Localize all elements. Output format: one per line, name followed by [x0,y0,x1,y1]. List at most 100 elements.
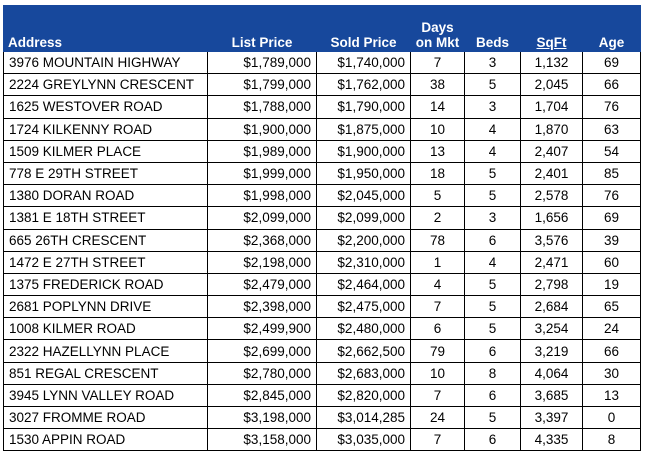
table-cell: $2,820,000 [316,383,411,408]
table-cell: 3 [464,50,521,75]
header-cell: Beds [464,5,521,52]
table-cell: $2,099,000 [207,206,317,230]
table-cell: 1381 E 18TH STREET [3,206,208,230]
table-cell: 3,397 [520,405,583,430]
table-row: 1380 DORAN ROAD $1,998,000 $2,045,000 5 5 2,5… [3,184,641,208]
table-cell: 63 [582,117,641,141]
table-cell: $1,950,000 [316,161,411,186]
table-cell: $2,499,900 [207,317,317,341]
table-cell: 2,045 [520,73,583,97]
table-cell: $1,900,000 [316,139,411,163]
table-cell: $3,158,000 [207,428,317,452]
table-cell: 3027 FROMME ROAD [3,405,208,430]
table-cell: $3,198,000 [207,405,317,430]
table-cell: 2 [410,206,465,230]
header-cell: Days on Mkt [410,5,465,52]
table-cell: $2,368,000 [207,228,317,252]
table-cell: 1530 APPIN ROAD [3,428,208,452]
table-cell: 5 [464,405,521,430]
table-row: 1724 KILKENNY ROAD $1,900,000 $1,875,000 10… [3,117,641,141]
table-cell: 2,798 [520,272,583,297]
table-cell: 54 [582,139,641,163]
table-cell: 78 [410,228,465,252]
table-cell: $3,035,000 [316,428,411,452]
table-cell: 69 [582,50,641,75]
table-cell: 6 [464,339,521,363]
table-cell: 4,064 [520,361,583,385]
table-cell: 5 [464,317,521,341]
table-cell: 1724 KILKENNY ROAD [3,117,208,141]
table-cell: 1 [410,250,465,274]
table-cell: 76 [582,184,641,208]
table-cell: 7 [410,50,465,75]
table-cell: 65 [582,295,641,319]
table-cell: $1,799,000 [207,73,317,97]
table-cell: 2322 HAZELLYNN PLACE [3,339,208,363]
table-row: 851 REGAL CRESCENT $2,780,000 $2,683,000 10… [3,361,641,385]
table-body: 3976 MOUNTAIN HIGHWAY $1,789,000 $1,740,00… [3,50,641,452]
table-cell: $2,475,000 [316,295,411,319]
table-cell: 10 [410,361,465,385]
table-cell: 13 [582,383,641,408]
table-cell: 3,685 [520,383,583,408]
table-cell: 10 [410,117,465,141]
table-cell: 3945 LYNN VALLEY ROAD [3,383,208,408]
table-row: 3976 MOUNTAIN HIGHWAY $1,789,000 $1,740,00… [3,50,641,75]
table-cell: $2,480,000 [316,317,411,341]
table-cell: $3,014,285 [316,405,411,430]
table-cell: 39 [582,228,641,252]
header-cell: List Price [207,5,317,52]
table-cell: 2,471 [520,250,583,274]
table-row: 2224 GREYLYNN CRESCENT $1,799,000 $1,762,0… [3,73,641,97]
table-row: 1530 APPIN ROAD $3,158,000 $3,035,000 7 6 4,3… [3,428,641,452]
table-cell: 665 26TH CRESCENT [3,228,208,252]
table-cell: $1,875,000 [316,117,411,141]
table-cell: 24 [410,405,465,430]
table-row: 1509 KILMER PLACE $1,989,000 $1,900,000 13 4… [3,139,641,163]
table-cell: 7 [410,295,465,319]
table-cell: 2,684 [520,295,583,319]
table-cell: 1380 DORAN ROAD [3,184,208,208]
table-cell: $1,788,000 [207,95,317,119]
table-cell: $2,780,000 [207,361,317,385]
table-row: 1472 E 27TH STREET $2,198,000 $2,310,000 1 4… [3,250,641,274]
table-cell: $2,845,000 [207,383,317,408]
table-cell: 3 [464,95,521,119]
table-cell: 1375 FREDERICK ROAD [3,272,208,297]
table-cell: 851 REGAL CRESCENT [3,361,208,385]
table-cell: 1509 KILMER PLACE [3,139,208,163]
table-row: 1625 WESTOVER ROAD $1,788,000 $1,790,000 14… [3,95,641,119]
table-cell: 1625 WESTOVER ROAD [3,95,208,119]
table-cell: 24 [582,317,641,341]
table-cell: 4 [464,139,521,163]
table-cell: 1,704 [520,95,583,119]
table-row: 1008 KILMER ROAD $2,499,900 $2,480,000 6 5 3,… [3,317,641,341]
table-cell: 778 E 29TH STREET [3,161,208,186]
table-row: 778 E 29TH STREET $1,999,000 $1,950,000 18 5… [3,161,641,186]
table-cell: 3,576 [520,228,583,252]
table-cell: $1,790,000 [316,95,411,119]
table-cell: $1,762,000 [316,73,411,97]
table-cell: 66 [582,339,641,363]
header-cell: Age [582,5,641,52]
table-cell: 4 [464,250,521,274]
table-cell: 1,132 [520,50,583,75]
table-cell: 5 [464,184,521,208]
table-cell: 1,870 [520,117,583,141]
table-cell: 8 [464,361,521,385]
table-cell: $2,662,500 [316,339,411,363]
table-cell: 1472 E 27TH STREET [3,250,208,274]
table-cell: $1,789,000 [207,50,317,75]
table-cell: $2,699,000 [207,339,317,363]
table-cell: 3976 MOUNTAIN HIGHWAY [3,50,208,75]
header-cell: Address [3,5,208,52]
table-cell: 66 [582,73,641,97]
table-cell: $2,310,000 [316,250,411,274]
table-cell: $1,740,000 [316,50,411,75]
table-cell: 6 [464,428,521,452]
table-row: 1381 E 18TH STREET $2,099,000 $2,099,000 2 3… [3,206,641,230]
table-cell: 1008 KILMER ROAD [3,317,208,341]
table-cell: $1,900,000 [207,117,317,141]
table-cell: 85 [582,161,641,186]
